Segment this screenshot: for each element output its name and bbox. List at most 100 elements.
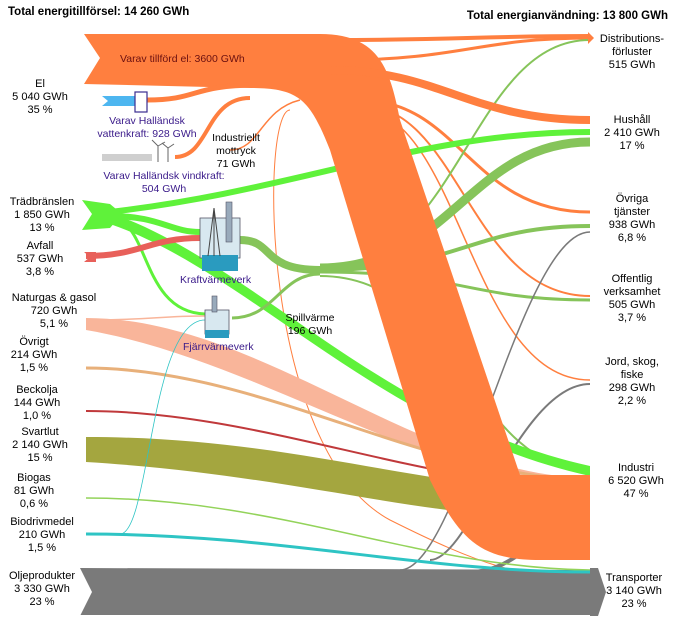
sink-industri: Industri 6 520 GWh 47 %	[596, 462, 676, 501]
source-beckolja-name: Beckolja	[16, 384, 58, 396]
source-olja-share: 23 %	[29, 596, 55, 608]
sink-transporter-name: Transporter	[605, 572, 663, 584]
sink-ovriga-name1: Övriga	[615, 193, 649, 205]
sink-transporter-share: 23 %	[621, 598, 647, 610]
sink-offentlig-name1: Offentlig	[611, 273, 653, 285]
label-tillford-el: Varav tillförd el: 3600 GWh	[120, 53, 245, 65]
hydro-bar	[102, 96, 135, 106]
label-kraftvarmeverk: Kraftvärmeverk	[180, 274, 252, 286]
source-biogas: Biogas 81 GWh 0,6 %	[4, 472, 64, 511]
sink-distribution-name1: Distributions-	[599, 33, 665, 45]
sink-transporter-value: 3 140 GWh	[606, 585, 662, 597]
source-svartlut-share: 15 %	[27, 452, 53, 464]
source-biodrivmedel: Biodrivmedel 210 GWh 1,5 %	[2, 516, 82, 555]
wind-bar	[102, 154, 152, 161]
wind-turbine-icon	[151, 139, 175, 162]
source-biogas-value: 81 GWh	[13, 485, 55, 497]
source-tradbransle-value: 1 850 GWh	[14, 209, 70, 221]
source-ovrigt-share: 1,5 %	[19, 362, 49, 374]
flow-biodrivmedel-fjarr	[119, 319, 206, 535]
sink-industri-share: 47 %	[623, 488, 649, 500]
label-vattenkraft: Varav Halländsk vattenkraft: 928 GWh	[92, 115, 202, 141]
source-avfall-value: 537 GWh	[16, 253, 64, 265]
source-olja-value: 3 330 GWh	[14, 583, 70, 595]
source-svartlut-name: Svartlut	[21, 426, 59, 438]
flow-biodrivmedel-transport	[85, 532, 591, 574]
source-el-share: 35 %	[27, 104, 53, 116]
flow-naturgas-industri	[86, 318, 590, 486]
arrow-avfall-source	[84, 252, 96, 262]
power-plant-icon	[199, 201, 241, 271]
label-spillvarme-line2: 196 GWh	[287, 325, 333, 337]
source-avfall-share: 3,8 %	[25, 266, 55, 278]
flow-wood-kraftvarme	[109, 213, 201, 235]
label-vattenkraft-line2: vattenkraft: 928 GWh	[97, 128, 197, 140]
source-olja-name: Oljeprodukter	[8, 570, 76, 582]
sink-hushall: Hushåll 2 410 GWh 17 %	[592, 114, 672, 153]
sink-offentlig-share: 3,7 %	[617, 312, 647, 324]
source-biodrivmedel-value: 210 GWh	[18, 529, 66, 541]
source-avfall-name: Avfall	[26, 240, 54, 252]
source-ovrigt-value: 214 GWh	[10, 349, 58, 361]
source-el-name: El	[35, 78, 45, 90]
source-svartlut-value: 2 140 GWh	[12, 439, 68, 451]
sink-offentlig-value: 505 GWh	[608, 299, 656, 311]
source-el: El 5 040 GWh 35 %	[4, 78, 76, 117]
flow-vattenkraft-el	[146, 82, 261, 103]
sink-hushall-value: 2 410 GWh	[604, 127, 660, 139]
sink-distribution-value: 515 GWh	[608, 59, 656, 71]
label-industriellt-line2: mottryck	[216, 145, 256, 157]
sink-jord: Jord, skog, fiske 298 GWh 2,2 %	[592, 356, 672, 408]
flow-kraftvarme-bundle	[239, 236, 321, 274]
flow-el-hushall	[329, 66, 591, 124]
dam-icon	[134, 91, 148, 113]
source-tradbransle-share: 13 %	[29, 222, 55, 234]
source-ovrigt: Övrigt 214 GWh 1,5 %	[4, 336, 64, 375]
sink-hushall-share: 17 %	[619, 140, 645, 152]
label-fjarrvarmeverk: Fjärrvärmeverk	[183, 341, 254, 353]
source-beckolja-value: 144 GWh	[13, 397, 61, 409]
sink-transporter: Transporter 3 140 GWh 23 %	[594, 572, 674, 611]
sink-ovriga: Övriga tjänster 938 GWh 6,8 %	[592, 193, 672, 245]
flow-biogas-transport	[85, 497, 591, 571]
label-industriellt-line1: Industriellt	[212, 132, 260, 144]
flow-wood-fjarr	[109, 216, 206, 316]
source-ovrigt-name: Övrigt	[19, 336, 49, 348]
source-tradbransle-name: Trädbränslen	[9, 196, 75, 208]
flow-el-distribution-band	[329, 34, 591, 42]
sink-ovriga-share: 6,8 %	[617, 232, 647, 244]
arrow-transport	[590, 568, 606, 616]
sink-hushall-name: Hushåll	[613, 114, 651, 126]
flow-fjarr-bundle	[231, 272, 321, 320]
flow-vindkraft-el	[174, 96, 251, 159]
label-vindkraft-line1: Varav Halländsk vindkraft:	[103, 170, 225, 182]
sink-jord-name1: Jord, skog,	[605, 356, 659, 368]
flow-mottryck-el	[229, 99, 301, 151]
source-naturgas-name: Naturgas & gasol	[11, 292, 97, 304]
total-use: Total energianvändning: 13 800 GWh	[466, 10, 668, 22]
flow-wood-industri	[110, 213, 590, 476]
source-biogas-name: Biogas	[17, 472, 51, 484]
source-naturgas-value: 720 GWh	[30, 305, 78, 317]
arrow-wood-source	[82, 200, 122, 230]
arrow-hydro	[102, 96, 108, 106]
source-beckolja-share: 1,0 %	[22, 410, 52, 422]
sink-jord-name2: fiske	[620, 369, 644, 381]
source-biogas-share: 0,6 %	[19, 498, 49, 510]
source-beckolja: Beckolja 144 GWh 1,0 %	[4, 384, 70, 423]
arrow-olja-source	[80, 568, 92, 616]
source-olja: Oljeprodukter 3 330 GWh 23 %	[2, 570, 82, 609]
source-el-value: 5 040 GWh	[12, 91, 68, 103]
sink-distribution: Distributions- förluster 515 GWh	[592, 33, 672, 72]
arrow-distribution	[588, 32, 594, 44]
sink-jord-value: 298 GWh	[608, 382, 656, 394]
flow-el-distribution	[339, 36, 591, 62]
source-tradbransle: Trädbränslen 1 850 GWh 13 %	[2, 196, 82, 235]
label-vindkraft: Varav Halländsk vindkraft: 504 GWh	[94, 170, 234, 196]
label-vattenkraft-line1: Varav Halländsk	[109, 115, 185, 127]
sink-industri-name: Industri	[617, 462, 655, 474]
flow-el-main	[84, 34, 590, 560]
source-biodrivmedel-share: 1,5 %	[27, 542, 57, 554]
source-biodrivmedel-name: Biodrivmedel	[10, 516, 74, 528]
